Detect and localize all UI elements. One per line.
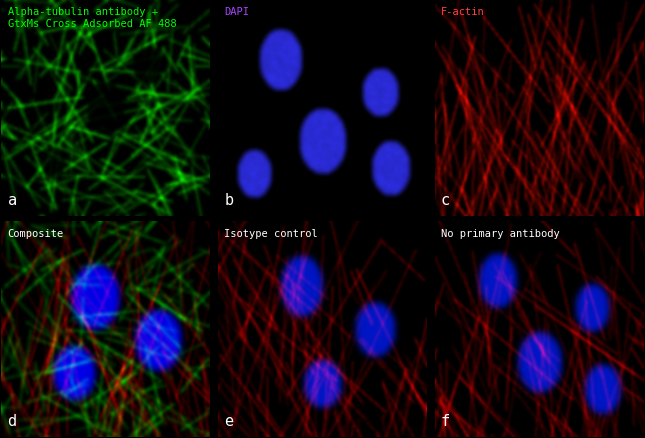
Text: d: d [8, 413, 17, 428]
Text: DAPI: DAPI [224, 7, 249, 18]
Text: Isotype control: Isotype control [224, 228, 318, 238]
Text: e: e [224, 413, 233, 428]
Text: F-actin: F-actin [441, 7, 485, 18]
Text: Composite: Composite [8, 228, 64, 238]
Text: Alpha-tubulin antibody +
GtxMs Cross Adsorbed AF 488: Alpha-tubulin antibody + GtxMs Cross Ads… [8, 7, 176, 29]
Text: c: c [441, 193, 450, 208]
Text: No primary antibody: No primary antibody [441, 228, 560, 238]
Text: f: f [441, 413, 450, 428]
Text: b: b [224, 193, 233, 208]
Text: a: a [8, 193, 17, 208]
